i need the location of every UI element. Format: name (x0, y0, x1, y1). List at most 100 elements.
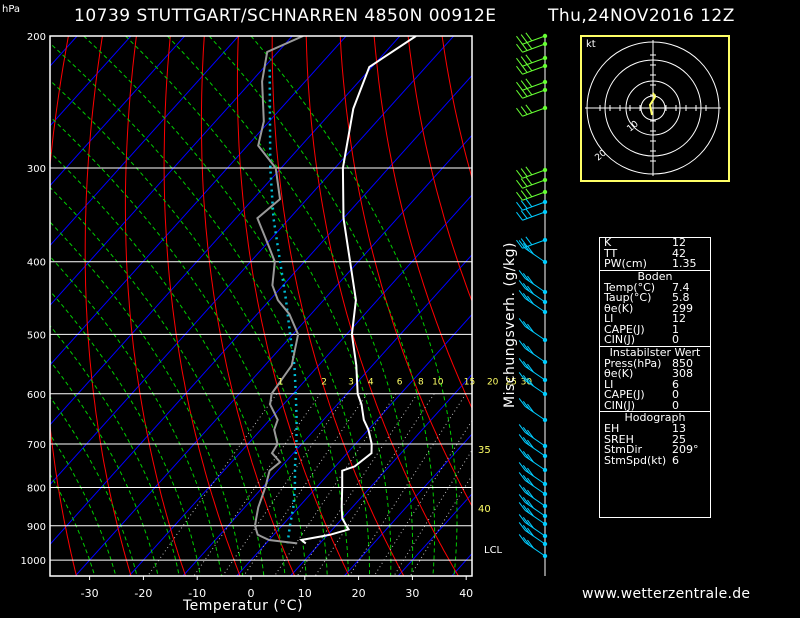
wind-barb (516, 78, 546, 91)
wind-barb (516, 208, 546, 221)
moist-adiabat-line (50, 151, 286, 576)
index-label: CAPE(J) (604, 322, 645, 336)
wind-barb (516, 54, 546, 67)
index-top-group: K 12 TT 42 PW(cm) 1.35 (600, 236, 710, 270)
barb-feather (518, 280, 526, 289)
barb-feather (520, 238, 528, 247)
wind-barb (518, 290, 546, 313)
pressure-tick-label: 800 (27, 483, 46, 494)
index-row: K 12 (600, 236, 710, 249)
wind-barb (518, 340, 546, 363)
barb-feather (522, 360, 530, 370)
mixing-ratio-label: 20 (487, 377, 499, 387)
mixing-ratio-label: 15 (464, 377, 475, 387)
barb-feather (516, 211, 523, 221)
pressure-tick-label: 600 (27, 390, 46, 401)
barb-feather (527, 429, 534, 439)
mixing-ratio-label: 4 (368, 377, 374, 387)
index-value: 6 (672, 453, 679, 467)
index-label: EH (604, 422, 620, 435)
wind-barb (518, 318, 546, 341)
mixing-ratio-line (274, 393, 397, 576)
wind-barb (516, 86, 546, 99)
barb-feather (522, 516, 530, 526)
pressure-tick-label: 400 (27, 258, 46, 269)
barb-feather (522, 474, 530, 484)
right-axis-label-40: 40 (478, 504, 491, 515)
index-row: LI 12 (600, 313, 710, 325)
index-value: 299 (672, 301, 693, 315)
moist-adiabat-line (83, 36, 370, 576)
index-value: 12 (672, 236, 686, 249)
moist-adiabat-line (50, 186, 265, 576)
moist-adiabat-line (167, 36, 414, 576)
temperature-tick-label: -10 (188, 587, 206, 600)
barb-feather (525, 78, 533, 88)
dry-adiabat-line (782, 36, 800, 576)
barb-feather (525, 236, 533, 246)
index-row: LI 6 (600, 379, 710, 391)
isotherm-line (182, 254, 472, 576)
barb-feather (520, 168, 528, 177)
isotherm-line (50, 36, 347, 366)
barb-feather (518, 318, 526, 327)
barb-feather (518, 534, 526, 543)
wind-barb (518, 514, 546, 537)
barb-feather (520, 190, 528, 199)
barb-feather (522, 464, 530, 474)
moist-adiabat-line (50, 42, 349, 576)
mixing-ratio-label: 2 (321, 377, 327, 387)
barb-feather (527, 275, 534, 285)
index-label: CIN(J) (604, 333, 635, 346)
wind-barb (518, 424, 546, 447)
index-label: θe(K) (604, 301, 634, 315)
dry-adiabat-line (0, 36, 34, 576)
index-label: CAPE(J) (604, 388, 645, 401)
barb-feather (525, 188, 533, 198)
barb-feather (518, 484, 526, 493)
mixing-ratio-line (243, 393, 368, 576)
isotherm-line (290, 373, 472, 576)
wind-barb (516, 166, 546, 179)
barb-feather (516, 201, 523, 211)
barb-feather (522, 504, 530, 514)
barb-feather (527, 295, 534, 305)
temperature-curve (299, 36, 417, 545)
barb-feather (516, 43, 523, 53)
index-value: 1.35 (672, 257, 697, 270)
barb-staff (522, 65, 546, 75)
isotherm-line (50, 74, 472, 546)
wind-barb (518, 484, 546, 507)
moist-adiabat-line (208, 36, 436, 576)
lcl-label: LCL (484, 545, 503, 556)
index-panel: K 12 TT 42 PW(cm) 1.35 Boden Temp(°C) 7.4 Taup(… (599, 237, 711, 518)
dry-adiabat-line (748, 36, 800, 576)
moist-adiabat-line (125, 36, 392, 576)
moist-adiabat-line (50, 79, 328, 576)
barb-feather (525, 40, 533, 50)
mixing-ratio-line (314, 393, 435, 576)
barb-feather (516, 191, 523, 201)
wind-barb (516, 62, 546, 75)
wind-barb (516, 188, 546, 201)
barb-feather (518, 240, 526, 249)
barb-feather (522, 536, 530, 546)
temperature-tick-label: -30 (81, 587, 99, 600)
index-label: Press(hPa) (604, 356, 662, 370)
index-value: 308 (672, 367, 693, 380)
pressure-tick-label: 200 (27, 32, 46, 43)
mixing-ratio-line (348, 393, 467, 576)
index-row: TT 42 (600, 248, 710, 260)
dry-adiabat-line (305, 36, 459, 576)
index-row: CIN(J) 0 (600, 400, 710, 412)
dry-adiabat-line (50, 36, 77, 576)
barb-feather (518, 290, 526, 299)
barb-feather (527, 245, 534, 255)
plot-frame (49, 35, 473, 577)
hodo-title: Hodograph (600, 411, 710, 424)
barb-staff (522, 179, 546, 189)
index-value: 209° (672, 443, 699, 456)
background-lines (0, 36, 800, 576)
mixing-ratio-label: 10 (432, 377, 444, 387)
